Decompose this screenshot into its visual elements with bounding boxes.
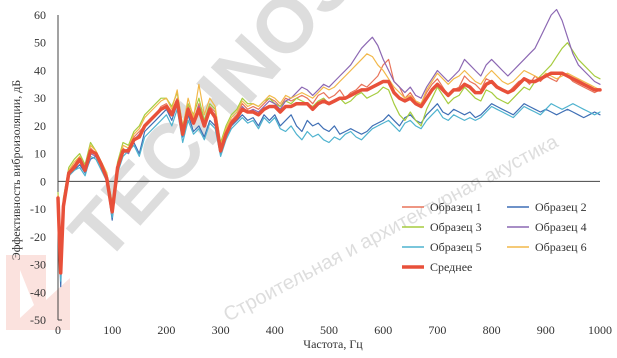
legend-label: Образец 6	[535, 240, 587, 254]
watermark-sub-text: Строительная и архитектурная акустика	[220, 130, 563, 326]
y-tick-label: 10	[34, 147, 46, 161]
x-tick-label: 600	[374, 323, 392, 337]
y-tick-label: 0	[40, 174, 46, 188]
legend-label: Среднее	[430, 260, 472, 274]
x-tick-label: 1000	[588, 323, 612, 337]
x-tick-label: 400	[266, 323, 284, 337]
watermark: TECHNOSONUS Строительная и архитектурная…	[6, 0, 563, 330]
x-tick-label: 900	[537, 323, 555, 337]
y-tick-label: -20	[30, 230, 46, 244]
y-tick-label: 40	[34, 63, 46, 77]
y-tick-label: 30	[34, 91, 46, 105]
x-tick-labels: 0 100 200 300 400 500 600 700 800 900 1000	[55, 323, 612, 337]
y-tick-label: -10	[30, 202, 46, 216]
y-tick-label: 60	[34, 8, 46, 22]
y-tick-label: -40	[30, 285, 46, 299]
legend-label: Образец 2	[535, 200, 587, 214]
x-tick-label: 300	[212, 323, 230, 337]
legend-label: Образец 4	[535, 220, 587, 234]
x-tick-label: 500	[320, 323, 338, 337]
legend-label: Образец 1	[430, 200, 482, 214]
y-tick-label: -30	[30, 258, 46, 272]
x-tick-label: 700	[428, 323, 446, 337]
x-axis-title: Частота, Гц	[303, 337, 363, 351]
y-tick-label: -50	[30, 313, 46, 327]
watermark-main-text: TECHNOSONUS	[52, 0, 523, 276]
x-tick-label: 0	[55, 323, 61, 337]
x-tick-label: 800	[483, 323, 501, 337]
x-tick-label: 200	[157, 323, 175, 337]
legend-label: Образец 3	[430, 220, 482, 234]
y-axis-title: Эффективность виброизоляции, дБ	[9, 80, 23, 261]
y-tick-label: 50	[34, 36, 46, 50]
y-tick-label: 20	[34, 119, 46, 133]
legend-label: Образец 5	[430, 240, 482, 254]
x-tick-label: 100	[103, 323, 121, 337]
legend: Образец 1 Образец 2 Образец 3 Образец 4 Обра…	[402, 200, 587, 274]
